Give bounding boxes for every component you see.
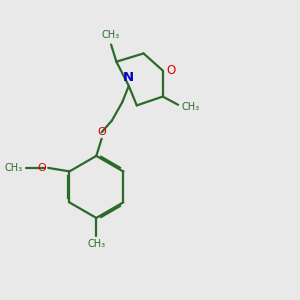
- Text: N: N: [123, 71, 134, 84]
- Text: CH₃: CH₃: [87, 239, 105, 249]
- Text: CH₃: CH₃: [5, 163, 23, 173]
- Text: O: O: [37, 163, 46, 173]
- Text: O: O: [166, 64, 176, 77]
- Text: CH₃: CH₃: [181, 102, 199, 112]
- Text: CH₃: CH₃: [101, 30, 119, 40]
- Text: O: O: [98, 127, 106, 137]
